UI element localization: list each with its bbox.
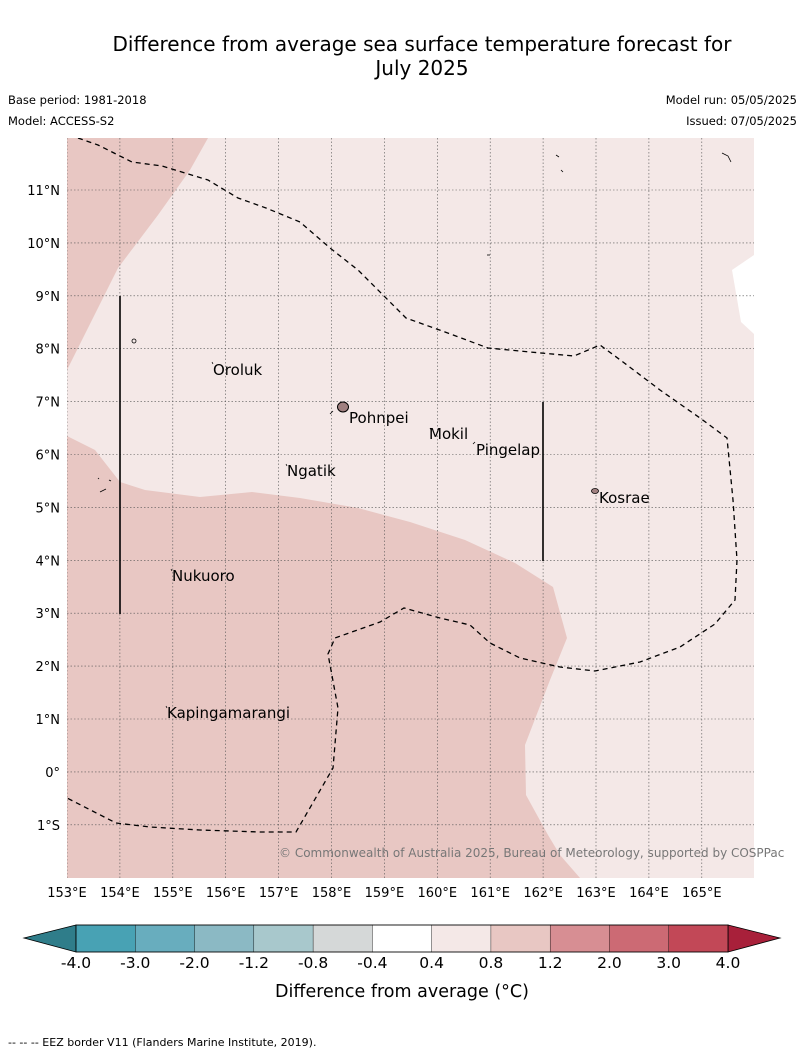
longitude-label: 162°E bbox=[523, 886, 563, 901]
pohnpei-island-shape bbox=[337, 401, 349, 413]
anomaly-region-0.8-1.2-southwest bbox=[67, 436, 580, 878]
longitude-label: 155°E bbox=[153, 886, 193, 901]
island-marker bbox=[131, 338, 137, 344]
colorbar-over-extension bbox=[727, 924, 782, 953]
colorbar-outline bbox=[75, 924, 729, 953]
latitude-label: 7°N bbox=[36, 396, 61, 411]
colorbar: -4.0 -3.0 -2.0 -1.2 -0.8 -0.4 0.4 0.8 1.2 2.0 3.0 4… bbox=[22, 924, 782, 1002]
colorbar-cells bbox=[75, 924, 729, 953]
model-run: Model run: 05/05/2025 bbox=[665, 93, 797, 107]
colorbar-cell bbox=[194, 924, 255, 953]
island-marker bbox=[429, 427, 432, 431]
longitude-labels: 153°E 154°E 155°E 156°E 157°E 158°E 159°E 160°E… bbox=[47, 886, 721, 901]
colorbar-tick-label: -0.4 bbox=[357, 954, 387, 972]
latitude-label: 6°N bbox=[36, 449, 61, 464]
colorbar-tick-label: 0.8 bbox=[479, 954, 504, 972]
latitude-label: 10°N bbox=[27, 237, 60, 252]
colorbar-tick-label: 4.0 bbox=[716, 954, 741, 972]
latitude-label: 2°N bbox=[36, 660, 61, 675]
colorbar-tick-label: 2.0 bbox=[597, 954, 622, 972]
colorbar-cell bbox=[668, 924, 729, 953]
colorbar-tick-label: -3.0 bbox=[120, 954, 150, 972]
graticule bbox=[67, 138, 754, 878]
colorbar-cell bbox=[75, 924, 136, 953]
place-label-mokil: Mokil bbox=[429, 425, 468, 443]
colorbar-tick-label: -4.0 bbox=[61, 954, 91, 972]
map-title-line2: July 2025 bbox=[375, 56, 469, 80]
place-label-oroluk: Oroluk bbox=[213, 361, 262, 379]
place-label-pohnpei: Pohnpei bbox=[349, 409, 409, 427]
island-marker bbox=[170, 568, 173, 572]
island-marker bbox=[472, 441, 476, 445]
place-label-kosrae: Kosrae bbox=[599, 489, 650, 507]
longitude-label: 159°E bbox=[365, 886, 405, 901]
longitude-label: 164°E bbox=[629, 886, 669, 901]
longitude-label: 163°E bbox=[576, 886, 616, 901]
colorbar-title: Difference from average (°C) bbox=[275, 982, 529, 1002]
colorbar-cell bbox=[431, 924, 492, 953]
latitude-label: 1°S bbox=[37, 819, 60, 834]
island-marker bbox=[721, 152, 732, 163]
longitude-label: 165°E bbox=[682, 886, 722, 901]
base-period: Base period: 1981-2018 bbox=[8, 93, 147, 107]
anomaly-region-neutral bbox=[732, 255, 754, 334]
latitude-label: 4°N bbox=[36, 554, 61, 569]
island-marker bbox=[97, 477, 107, 493]
colorbar-cell bbox=[549, 924, 610, 953]
place-label-pingelap: Pingelap bbox=[476, 441, 540, 459]
map-title: Difference from average sea surface temp… bbox=[60, 32, 784, 80]
kosrae-island-shape bbox=[591, 488, 599, 494]
colorbar-tick-label: -1.2 bbox=[239, 954, 269, 972]
map-area bbox=[67, 138, 754, 878]
island-marker bbox=[285, 463, 288, 467]
issued-date: Issued: 07/05/2025 bbox=[686, 114, 797, 128]
colorbar-cell bbox=[253, 924, 314, 953]
latitude-labels: 11°N 10°N 9°N 8°N 7°N 6°N 5°N 4°N 3°N 2°N 1°N 0° 1°S bbox=[27, 184, 60, 834]
island-marker bbox=[329, 410, 334, 415]
latitude-label: 5°N bbox=[36, 501, 61, 516]
place-label-kapingamarangi: Kapingamarangi bbox=[167, 704, 290, 722]
longitude-label: 161°E bbox=[470, 886, 510, 901]
island-marker bbox=[165, 705, 168, 709]
place-labels: Oroluk Pohnpei Mokil Pingelap Ngatik Kos… bbox=[167, 361, 650, 722]
colorbar-tick-label: 3.0 bbox=[656, 954, 681, 972]
place-label-ngatik: Ngatik bbox=[287, 462, 336, 480]
latitude-label: 1°N bbox=[36, 713, 61, 728]
footnote-eez-source: -- -- -- EEZ border V11 (Flanders Marine… bbox=[8, 1036, 317, 1049]
colorbar-tick-label: 0.4 bbox=[419, 954, 444, 972]
place-label-nukuoro: Nukuoro bbox=[172, 567, 235, 585]
map-figure: Oroluk Pohnpei Mokil Pingelap Ngatik Kos… bbox=[22, 138, 784, 1002]
colorbar-tick-label: -0.8 bbox=[298, 954, 328, 972]
colorbar-tick-label: 1.2 bbox=[538, 954, 563, 972]
longitude-label: 160°E bbox=[418, 886, 458, 901]
colorbar-cell bbox=[312, 924, 373, 953]
island-marker bbox=[555, 154, 564, 173]
latitude-label: 0° bbox=[45, 766, 60, 781]
longitude-label: 158°E bbox=[312, 886, 352, 901]
latitude-label: 3°N bbox=[36, 607, 61, 622]
map-title-line1: Difference from average sea surface temp… bbox=[112, 32, 732, 56]
longitude-label: 153°E bbox=[47, 886, 87, 901]
model-name: Model: ACCESS-S2 bbox=[8, 114, 115, 128]
longitude-label: 156°E bbox=[206, 886, 246, 901]
island-marker bbox=[108, 479, 112, 482]
colorbar-cell bbox=[490, 924, 551, 953]
eez-border-line bbox=[67, 138, 738, 833]
colorbar-cell bbox=[135, 924, 196, 953]
colorbar-cell bbox=[372, 924, 433, 953]
colorbar-under-extension bbox=[22, 924, 77, 953]
anomaly-region-0.8-1.2-northwest bbox=[67, 138, 208, 370]
island-marker bbox=[211, 361, 214, 365]
latitude-label: 9°N bbox=[36, 290, 61, 305]
longitude-label: 157°E bbox=[259, 886, 299, 901]
colorbar-cell bbox=[609, 924, 670, 953]
latitude-label: 11°N bbox=[27, 184, 60, 199]
copyright-notice: © Commonwealth of Australia 2025, Bureau… bbox=[279, 846, 784, 860]
longitude-label: 154°E bbox=[100, 886, 140, 901]
colorbar-tick-label: -2.0 bbox=[179, 954, 209, 972]
latitude-label: 8°N bbox=[36, 343, 61, 358]
colorbar-tick-labels: -4.0 -3.0 -2.0 -1.2 -0.8 -0.4 0.4 0.8 1.2 2.0 3.0 4… bbox=[61, 954, 740, 972]
